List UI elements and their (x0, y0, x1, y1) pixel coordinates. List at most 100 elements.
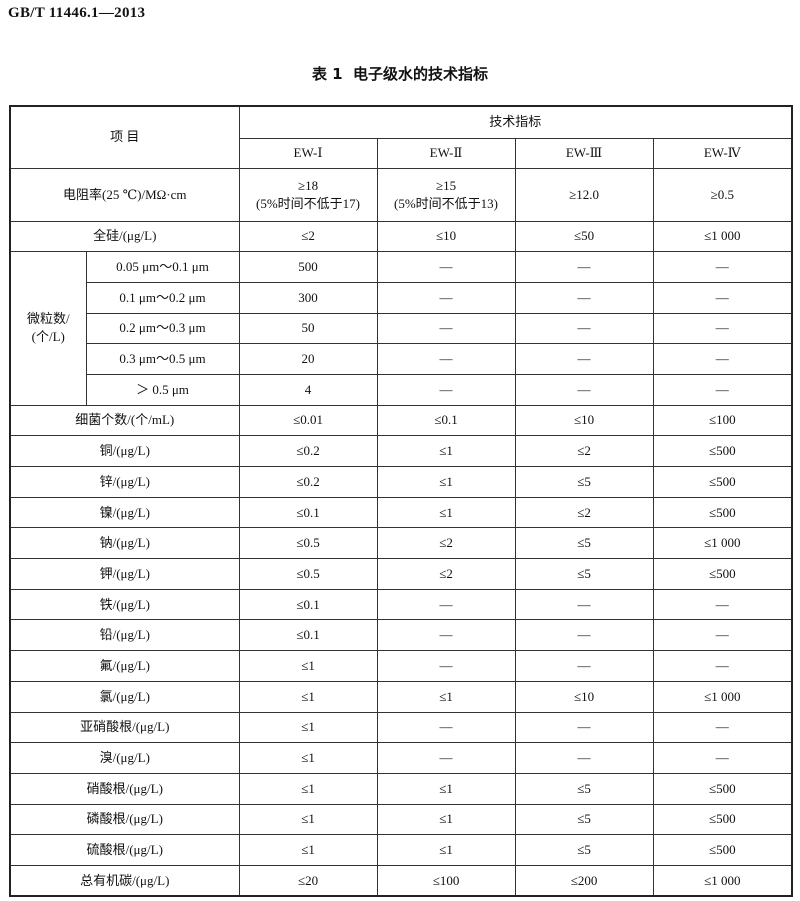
grade-header: EW-Ⅱ (376, 137, 516, 169)
table-row: 镍/(μg/L) ≤0.1 ≤1 ≤2 ≤500 (9, 496, 793, 529)
value-cell: ≤5 (514, 772, 654, 805)
value-cell: — (376, 343, 516, 375)
table-row: ＞ 0.5 μm 4— — — (10, 373, 793, 406)
standard-code: GB/T 11446.1—2013 (8, 5, 146, 21)
value-cell: ≤1 (238, 711, 378, 744)
value-cell: — (514, 312, 654, 345)
value-cell: — (652, 343, 793, 375)
table-row: 钠/(μg/L) ≤0.5 ≤2 ≤5 ≤1 000 (9, 527, 793, 560)
value-cell: — (514, 343, 654, 375)
value-cell: ≤1 (376, 466, 516, 498)
value-cell: 4 (238, 373, 378, 406)
value-cell: — (376, 588, 516, 621)
value-cell: ≤500 (652, 496, 793, 529)
item-cell: 溴/(μg/L) (9, 742, 240, 774)
item-cell: 0.1 μm～0.2 μm (85, 281, 240, 314)
value-cell: ≤1 (376, 435, 516, 467)
value-cell: — (514, 281, 654, 314)
grade-header: EW-Ⅳ (652, 137, 793, 169)
item-cell: 硫酸根/(μg/L) (9, 834, 240, 866)
value-cell: — (514, 619, 654, 652)
item-header: 项 目 (9, 105, 240, 169)
value-cell: — (376, 251, 516, 283)
table-row: 硫酸根/(μg/L) ≤1 ≤1 ≤5 ≤500 (9, 834, 793, 866)
table-row: 亚硝酸根/(μg/L) ≤1— — — (9, 711, 793, 744)
value-cell: ≤1 000 (652, 220, 793, 253)
group-header: 技术指标 (238, 105, 793, 139)
value-cell: ≤10 (376, 220, 516, 253)
item-cell: ＞ 0.5 μm (85, 373, 240, 406)
table-row: 磷酸根/(μg/L) ≤1 ≤1 ≤5 ≤500 (9, 803, 793, 836)
value-cell: ≤100 (652, 404, 793, 437)
value-cell: ≤1 (238, 742, 378, 774)
item-cell: 硝酸根/(μg/L) (9, 772, 240, 805)
value-cell: ≥12.0 (514, 167, 654, 222)
table-row: 0.3 μm～0.5 μm 20— — — (10, 343, 793, 375)
spec-table: 项 目技术指标 EW-Ⅰ EW-Ⅱ EW-Ⅲ EW-Ⅳ 电阻率(25 ℃)/MΩ·cm ≥1… (9, 105, 794, 898)
table-row: 全硅/(μg/L) ≤2 ≤10 ≤50 ≤1 000 (9, 220, 793, 253)
value-cell: — (514, 742, 654, 774)
table-row: 铁/(μg/L) ≤0.1— — — (9, 588, 793, 621)
value-cell: — (652, 742, 793, 774)
value-cell: — (514, 251, 654, 283)
item-cell: 全硅/(μg/L) (9, 220, 240, 253)
value-cell: ≤0.1 (238, 588, 378, 621)
item-cell: 0.3 μm～0.5 μm (85, 343, 240, 375)
group-cell-line: (个/L) (31, 329, 65, 345)
table-row: 总有机碳/(μg/L) ≤20 ≤100 ≤200 ≤1 000 (9, 864, 793, 897)
value-cell: ≤1 (376, 680, 516, 713)
value-cell: ≤1 (238, 650, 378, 682)
item-cell: 铁/(μg/L) (9, 588, 240, 621)
table-row: 铜/(μg/L) ≤0.2 ≤1 ≤2 ≤500 (9, 435, 793, 467)
value-cell: ≤5 (514, 466, 654, 498)
table-row: 项 目技术指标 (9, 105, 793, 169)
value-cell: — (376, 281, 516, 314)
value-cell: ≤5 (514, 834, 654, 866)
table-row: 细菌个数/(个/mL) ≤0.01 ≤0.1 ≤10 ≤100 (9, 404, 793, 437)
table-row: 微粒数/(个/L) 0.05 μm～0.1 μm 500— — — (9, 251, 793, 406)
value-cell-line: (5%时间不低于13) (394, 195, 499, 211)
item-cell: 0.2 μm～0.3 μm (85, 312, 240, 345)
value-cell: ≤20 (238, 864, 378, 897)
value-cell: ≤2 (514, 435, 654, 467)
value-cell: — (652, 711, 793, 744)
value-cell: ≥15 (5%时间不低于13) (376, 167, 516, 222)
value-cell: ≤10 (514, 680, 654, 713)
value-cell: — (652, 619, 793, 652)
value-cell: ≤200 (514, 864, 654, 897)
item-cell: 铜/(μg/L) (9, 435, 240, 467)
value-cell: — (376, 373, 516, 406)
value-cell: ≤0.5 (238, 558, 378, 590)
value-cell: ≤0.1 (238, 619, 378, 652)
value-cell: ≤500 (652, 435, 793, 467)
value-cell: ≤500 (652, 803, 793, 836)
value-cell-line: ≥15 (435, 177, 457, 193)
value-cell: ≤500 (652, 558, 793, 590)
value-cell: ≤100 (376, 864, 516, 897)
value-cell: — (376, 312, 516, 345)
item-cell: 氯/(μg/L) (9, 680, 240, 713)
value-cell: — (376, 619, 516, 652)
value-cell: ≤500 (652, 834, 793, 866)
group-cell: 微粒数/ (个/L) (9, 251, 87, 406)
table-row: 铅/(μg/L) ≤0.1— — — (9, 619, 793, 652)
group-cell-line: 微粒数/ (26, 311, 70, 327)
table-row: 钾/(μg/L) ≤0.5 ≤2 ≤5 ≤500 (9, 558, 793, 590)
table-body: 项 目技术指标 EW-Ⅰ EW-Ⅱ EW-Ⅲ EW-Ⅳ 电阻率(25 ℃)/MΩ·cm ≥1… (9, 105, 793, 897)
value-cell: ≤5 (514, 527, 654, 560)
item-cell: 钾/(μg/L) (9, 558, 240, 590)
value-cell: ≤1 (376, 834, 516, 866)
value-cell: ≤10 (514, 404, 654, 437)
value-cell: ≥0.5 (652, 167, 793, 222)
value-cell: — (652, 281, 793, 314)
value-cell: 50 (238, 312, 378, 345)
value-cell: — (652, 251, 793, 283)
value-cell: — (514, 373, 654, 406)
table-row: 电阻率(25 ℃)/MΩ·cm ≥18 (5%时间不低于17) ≥15 (5%时间不低于… (9, 167, 793, 222)
value-cell-line: ≥12.0 (569, 186, 599, 202)
value-cell: ≥18 (5%时间不低于17) (238, 167, 378, 222)
item-cell: 钠/(μg/L) (9, 527, 240, 560)
item-cell: 亚硝酸根/(μg/L) (9, 711, 240, 744)
value-cell: — (652, 312, 793, 345)
